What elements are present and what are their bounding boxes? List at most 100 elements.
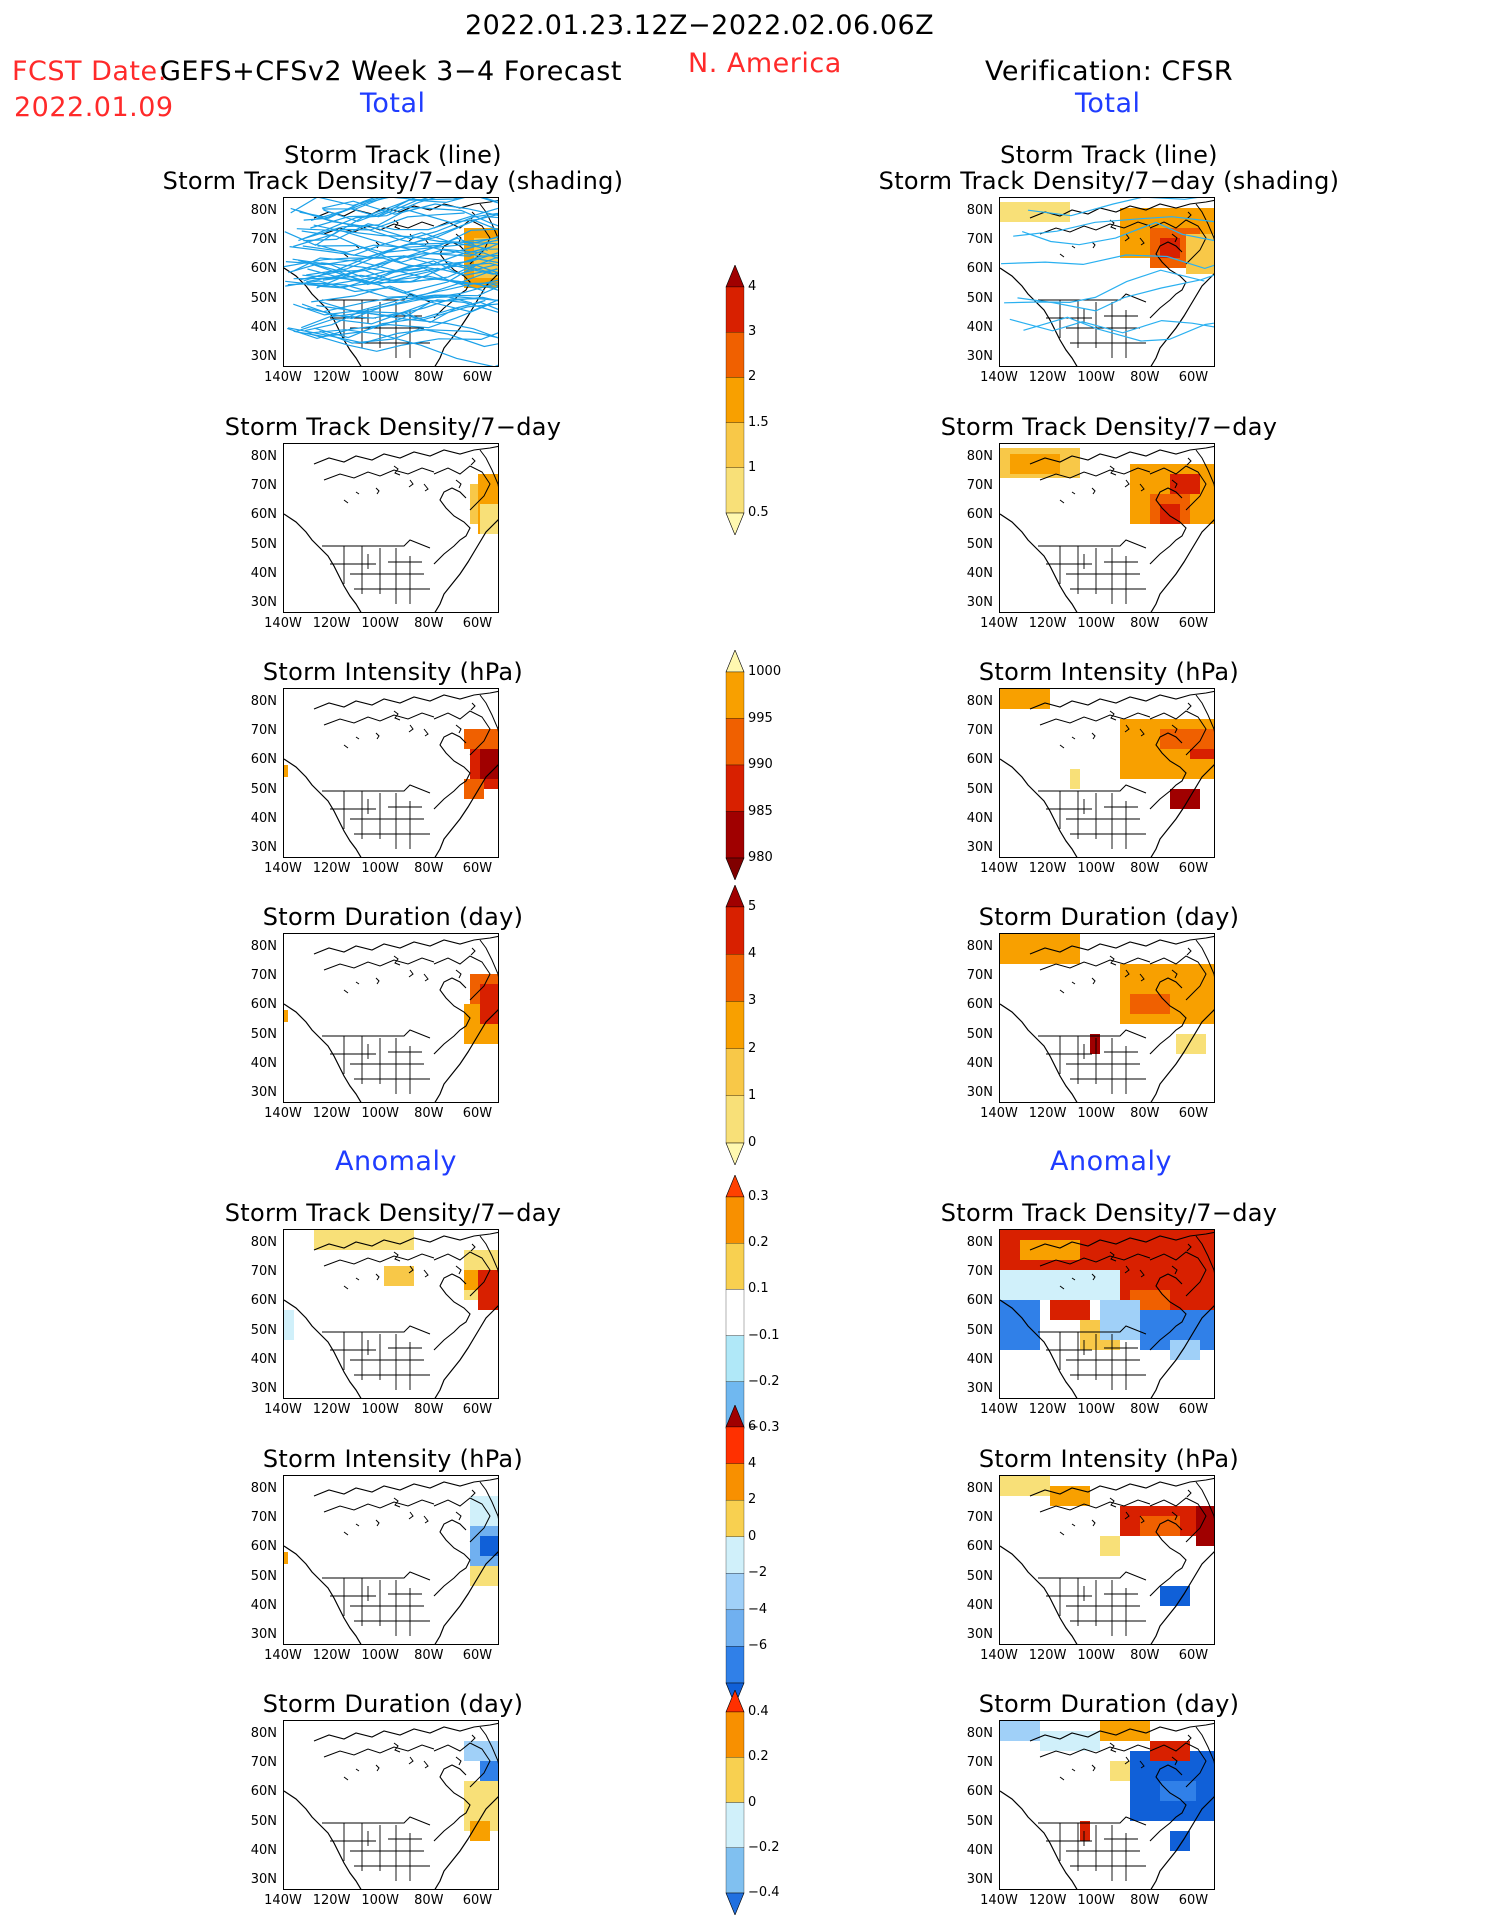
lat-tick-label: 60N xyxy=(966,261,993,277)
colorbar-label: −0.1 xyxy=(748,1327,780,1343)
lat-tick-label: 50N xyxy=(966,536,993,552)
lat-tick-label: 30N xyxy=(250,1085,277,1100)
lat-tick-label: 70N xyxy=(966,1510,993,1526)
lon-tick-label: 80W xyxy=(1130,1648,1160,1663)
lat-tick-label: 50N xyxy=(966,1026,993,1042)
lat-tick-label: 40N xyxy=(966,810,993,826)
lon-tick-label: 120W xyxy=(1028,616,1067,631)
lat-tick-label: 80N xyxy=(250,1481,277,1496)
lon-tick-label: 100W xyxy=(361,1402,400,1417)
colorbar-segment xyxy=(725,1646,745,1684)
lat-tick-label: 60N xyxy=(250,997,277,1013)
lat-tick-label: 30N xyxy=(250,1381,277,1396)
colorbar-segment xyxy=(725,1802,745,1848)
lat-tick-label: 50N xyxy=(250,1322,277,1338)
lat-tick-label: 70N xyxy=(966,478,993,494)
lat-tick-label: 80N xyxy=(966,694,993,709)
colorbar-segment xyxy=(725,422,745,468)
lon-tick-label: 80W xyxy=(1130,1893,1160,1908)
lat-tick-label: 50N xyxy=(250,1813,277,1829)
lon-tick-label: 100W xyxy=(1077,1893,1116,1908)
lon-tick-label: 140W xyxy=(980,1893,1018,1908)
lon-tick-label: 140W xyxy=(980,1106,1018,1121)
lon-tick-label: 60W xyxy=(1178,1648,1209,1663)
colorbar-segment xyxy=(725,332,745,378)
colorbar-label: 4 xyxy=(748,1455,757,1471)
lat-tick-label: 50N xyxy=(966,1322,993,1338)
lat-tick-label: 40N xyxy=(250,810,277,826)
lat-tick-label: 80N xyxy=(966,449,993,464)
lat-tick-label: 80N xyxy=(966,1726,993,1741)
colorbar-label: 3 xyxy=(748,993,757,1009)
lat-tick-label: 30N xyxy=(966,595,993,610)
lon-tick-label: 100W xyxy=(1077,861,1116,876)
colorbar-segment xyxy=(725,1001,745,1049)
lat-tick-label: 50N xyxy=(250,1568,277,1584)
right-track-map xyxy=(999,197,1215,367)
colorbar-label: −0.2 xyxy=(748,1373,780,1389)
colorbar-label: −2 xyxy=(748,1565,768,1581)
colorbar-segment xyxy=(725,1289,745,1336)
lon-tick-label: 60W xyxy=(1178,1893,1209,1908)
lat-tick-label: 40N xyxy=(250,565,277,581)
lat-tick-label: 80N xyxy=(250,449,277,464)
lat-tick-label: 70N xyxy=(250,232,277,248)
right-density-title: Storm Track Density/7−day xyxy=(940,413,1278,441)
colorbar-label: 0 xyxy=(748,1794,757,1810)
left-duration-map xyxy=(283,933,499,1103)
lon-tick-label: 140W xyxy=(264,1402,302,1417)
colorbar-segment xyxy=(725,1243,745,1290)
colorbar-label: 0.2 xyxy=(748,1749,769,1765)
colorbar-label: −0.2 xyxy=(748,1839,780,1855)
lon-tick-label: 80W xyxy=(1130,616,1160,631)
colorbar-segment xyxy=(725,954,745,1002)
lat-tick-label: 40N xyxy=(250,1351,277,1367)
lon-tick-label: 60W xyxy=(462,1648,493,1663)
lon-tick-label: 120W xyxy=(312,1402,351,1417)
lon-tick-label: 120W xyxy=(312,1648,351,1663)
colorbar-segment xyxy=(725,1536,745,1574)
lon-tick-label: 140W xyxy=(264,1106,302,1121)
colorbar-duration_anom xyxy=(724,1689,746,1919)
lon-tick-label: 120W xyxy=(1028,1402,1067,1417)
lon-tick-label: 100W xyxy=(361,861,400,876)
lon-tick-label: 80W xyxy=(414,1893,444,1908)
left-danom-map xyxy=(283,1229,499,1399)
lon-tick-label: 60W xyxy=(1178,370,1209,385)
lat-tick-label: 70N xyxy=(250,1755,277,1771)
left-intensity-map xyxy=(283,688,499,858)
lat-tick-label: 70N xyxy=(250,968,277,984)
colorbar-segment xyxy=(725,811,745,859)
lon-tick-label: 140W xyxy=(980,1648,1018,1663)
lon-tick-label: 120W xyxy=(1028,861,1067,876)
period-title: 2022.01.23.12Z−2022.02.06.06Z xyxy=(465,10,935,41)
lat-tick-label: 60N xyxy=(250,1784,277,1800)
colorbar-segment xyxy=(725,1048,745,1096)
colorbar-label: 1 xyxy=(748,1087,757,1103)
colorbar-segment xyxy=(725,1095,745,1144)
lat-tick-label: 30N xyxy=(966,349,993,364)
lon-tick-label: 80W xyxy=(1130,861,1160,876)
region-label: N. America xyxy=(688,48,842,79)
fcst-date: 2022.01.09 xyxy=(14,92,174,123)
colorbar-segment xyxy=(725,1609,745,1647)
colorbar-segment xyxy=(725,1196,745,1244)
lon-tick-label: 100W xyxy=(1077,1648,1116,1663)
lon-tick-label: 140W xyxy=(980,370,1018,385)
colorbar-label: 0.1 xyxy=(748,1281,769,1297)
colorbar-segment xyxy=(725,1463,745,1501)
colorbar-top-arrow xyxy=(725,1174,745,1198)
lat-tick-label: 70N xyxy=(966,232,993,248)
lat-tick-label: 60N xyxy=(966,1784,993,1800)
lon-tick-label: 60W xyxy=(1178,1402,1209,1417)
colorbar-segment xyxy=(725,1499,745,1537)
colorbar-segment xyxy=(725,1573,745,1611)
left-intensity-title: Storm Intensity (hPa) xyxy=(262,658,524,686)
colorbar-label: −6 xyxy=(748,1638,768,1654)
left-duration-title: Storm Duration (day) xyxy=(262,903,524,931)
colorbar-intensity_total xyxy=(724,649,746,884)
left-track-map xyxy=(283,197,499,367)
colorbar-top-arrow xyxy=(725,264,745,288)
colorbar-label: 2 xyxy=(748,1492,757,1508)
lon-tick-label: 100W xyxy=(1077,616,1116,631)
